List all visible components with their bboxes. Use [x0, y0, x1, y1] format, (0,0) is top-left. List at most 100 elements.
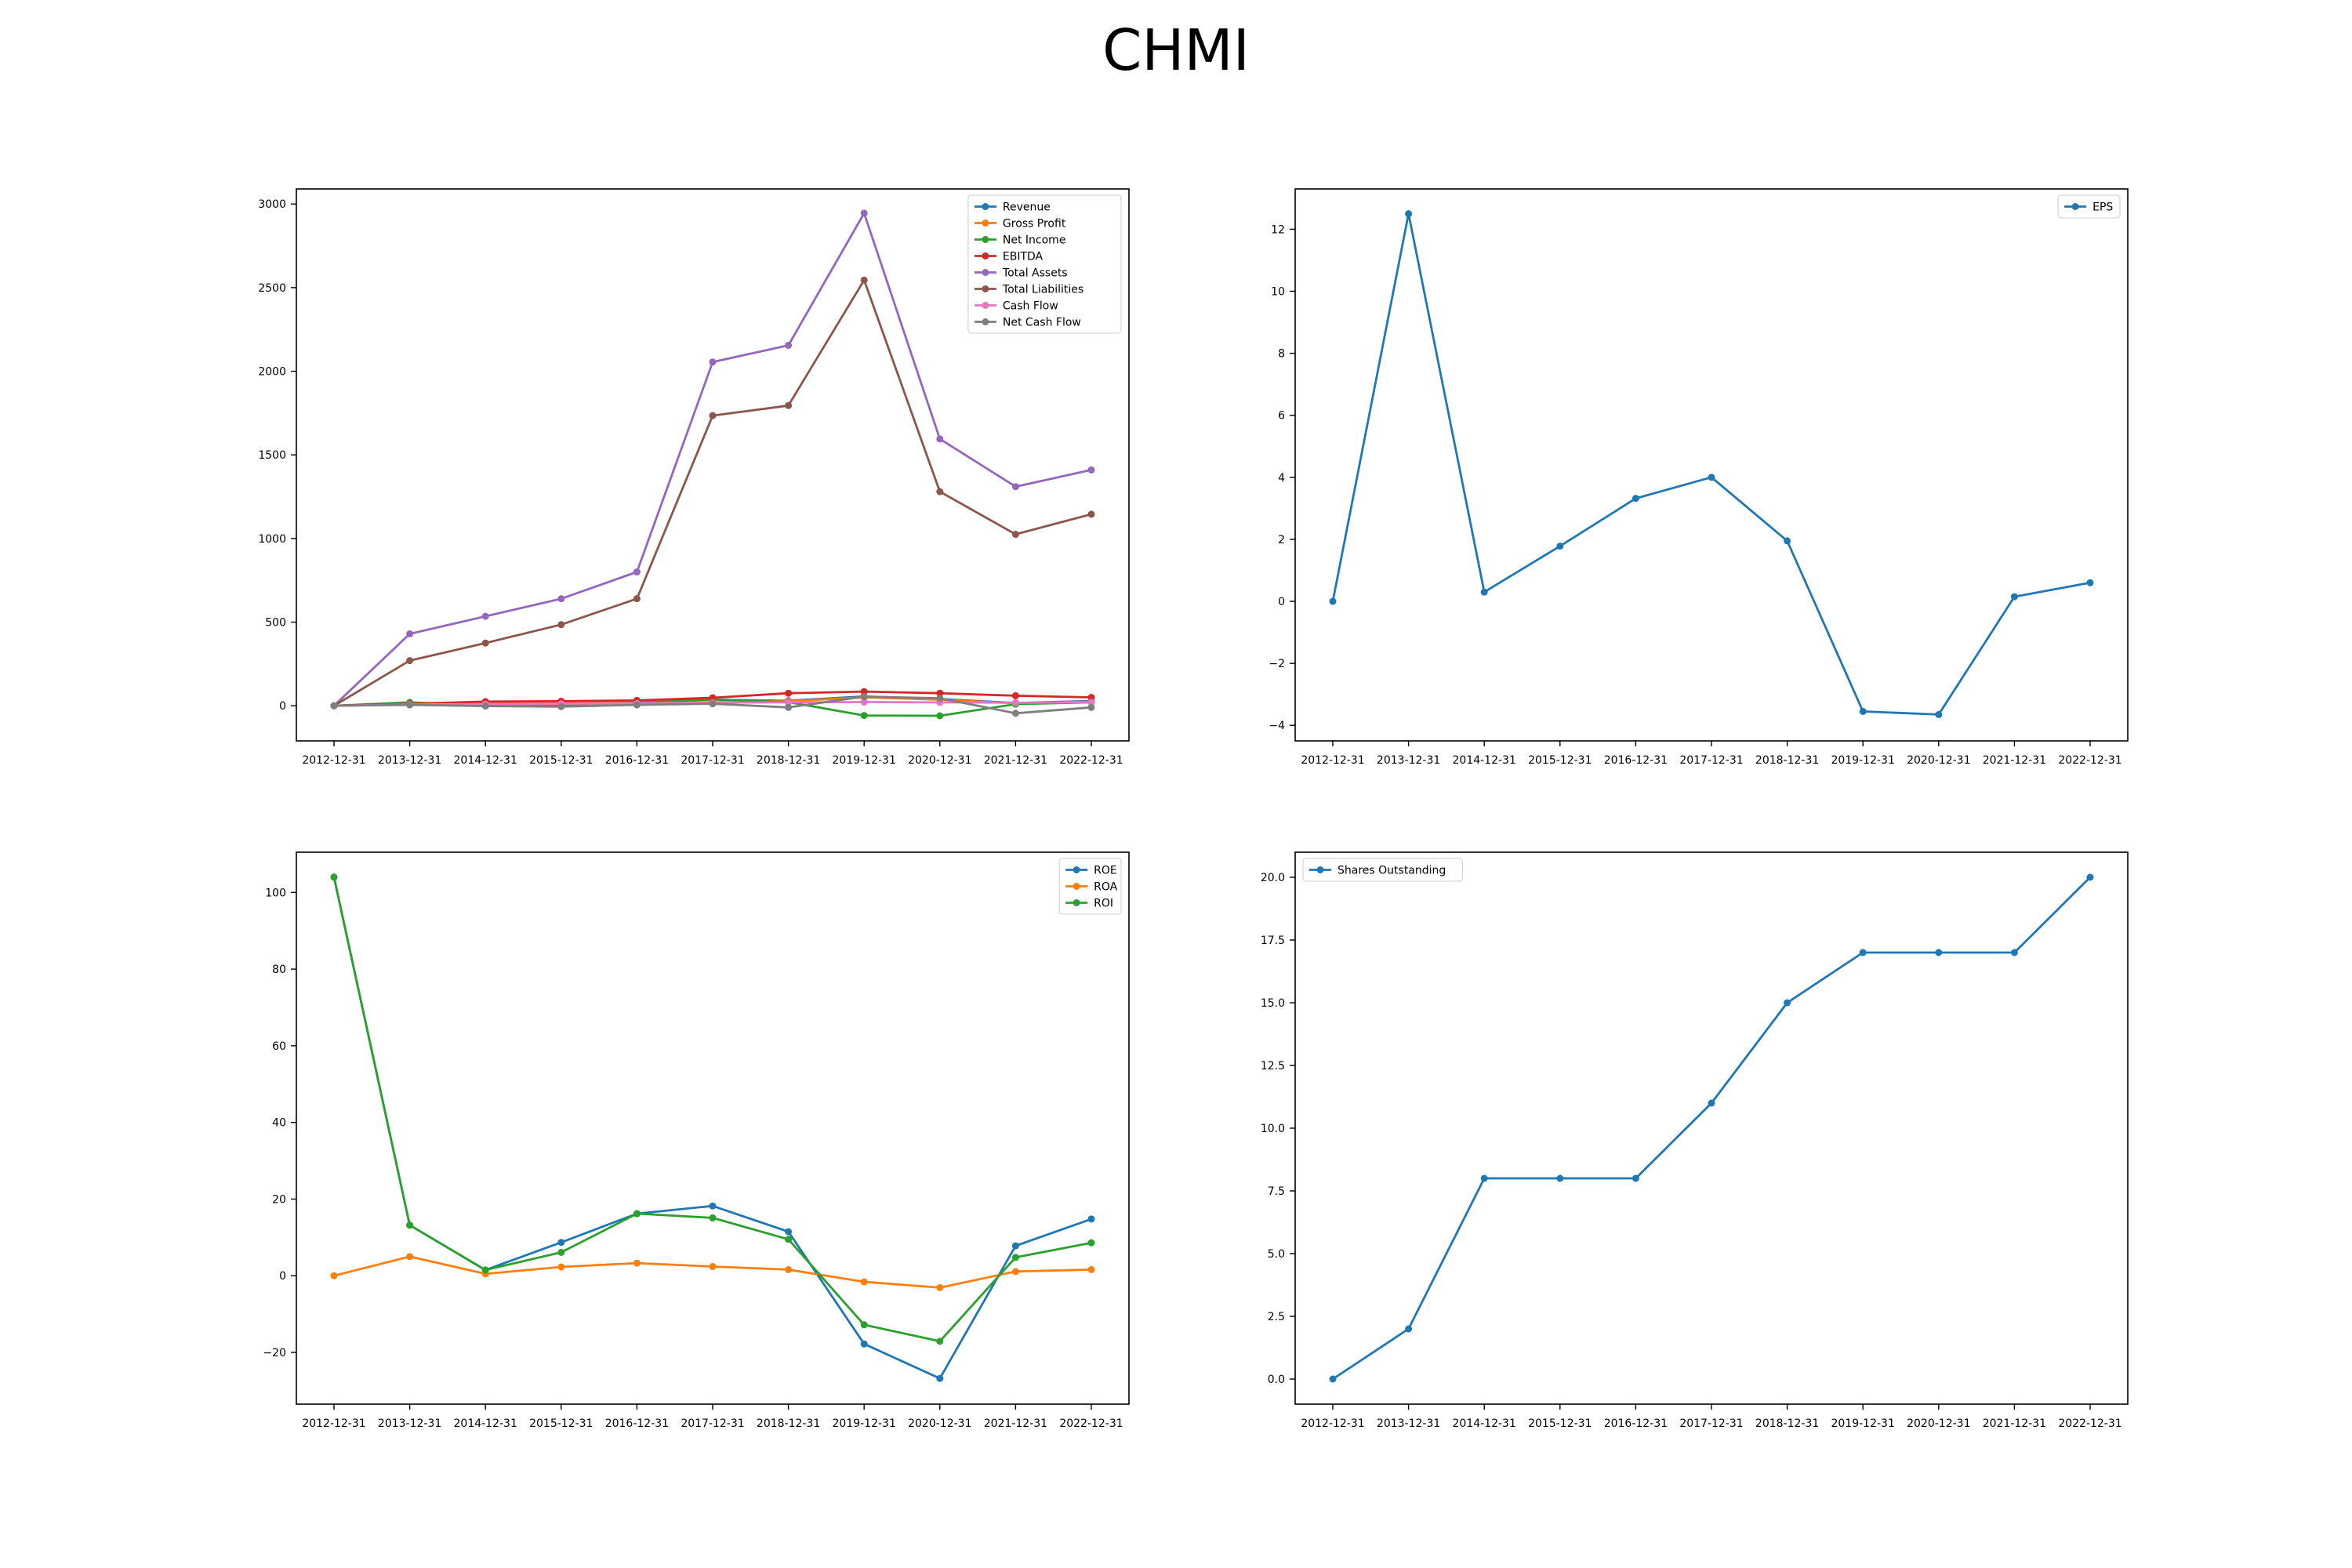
data-point-total-assets: [633, 568, 641, 576]
x-tick-label: 2022-12-31: [1059, 1417, 1123, 1430]
data-point-roa: [406, 1253, 414, 1261]
x-tick-label: 2017-12-31: [681, 754, 744, 767]
data-point-net-cash-flow: [330, 702, 338, 710]
y-tick-label: 10: [1271, 286, 1285, 299]
y-tick-label: 60: [272, 1040, 286, 1053]
data-point-total-liabilities: [406, 657, 414, 665]
y-tick-label: −2: [1269, 658, 1285, 670]
x-tick-label: 2012-12-31: [302, 1417, 365, 1430]
y-tick-label: 0: [1278, 596, 1285, 608]
data-point-total-assets: [406, 630, 414, 637]
x-tick-label: 2020-12-31: [908, 1417, 971, 1430]
data-point-shares-outstanding: [1784, 999, 1791, 1007]
x-tick-label: 2012-12-31: [1301, 1417, 1364, 1430]
data-point-roe: [785, 1228, 793, 1236]
x-tick-label: 2014-12-31: [1453, 754, 1516, 767]
y-tick-label: 1000: [258, 533, 286, 546]
legend: EPS: [2057, 194, 2121, 219]
data-point-roi: [1011, 1254, 1019, 1261]
data-point-roa: [1011, 1268, 1019, 1276]
data-point-total-liabilities: [557, 621, 565, 629]
data-point-roe: [1087, 1215, 1095, 1223]
chart-returns: 2012-12-31 2013-12-31 2014-12-31 2015-12-31…: [263, 851, 1130, 1430]
data-point-shares-outstanding: [1556, 1174, 1564, 1182]
data-point-roa: [936, 1283, 944, 1291]
data-point-total-liabilities: [709, 412, 717, 419]
x-tick-label: 2020-12-31: [1907, 1417, 1970, 1430]
data-point-shares-outstanding: [1405, 1325, 1413, 1333]
data-point-roe: [557, 1239, 565, 1247]
legend-swatch-marker: [982, 302, 989, 309]
y-tick-label: 80: [272, 964, 286, 976]
y-tick-label: 2.5: [1268, 1311, 1285, 1323]
chart-eps: 2012-12-31 2013-12-31 2014-12-31 2015-12-31…: [1269, 188, 2129, 767]
legend: Revenue Gross Profit Net Income EBITDA Total…: [967, 194, 1122, 334]
x-tick-label: 2022-12-31: [1059, 754, 1123, 767]
data-point-total-assets: [936, 435, 944, 443]
data-point-shares-outstanding: [1480, 1174, 1488, 1182]
x-tick-label: 2021-12-31: [984, 1417, 1047, 1430]
legend-label-total-liabilities: Total Liabilities: [1002, 284, 1083, 296]
data-point-shares-outstanding: [1859, 949, 1867, 956]
x-tick-label: 2015-12-31: [1528, 1417, 1592, 1430]
data-point-net-cash-flow: [709, 700, 717, 708]
data-point-total-assets: [481, 612, 489, 620]
x-tick-label: 2016-12-31: [605, 754, 669, 767]
legend-swatch-marker: [982, 269, 989, 276]
legend-swatch-marker: [982, 220, 989, 227]
legend-label-roi: ROI: [1094, 898, 1113, 910]
data-point-eps: [1556, 543, 1564, 550]
legend-swatch-marker: [1073, 866, 1080, 873]
x-tick-label: 2019-12-31: [1831, 754, 1895, 767]
y-tick-label: 0.0: [1268, 1374, 1285, 1386]
data-point-roe: [1011, 1242, 1019, 1250]
legend-label-net-cash-flow: Net Cash Flow: [1003, 317, 1081, 329]
data-point-eps: [1784, 537, 1791, 545]
data-point-roi: [709, 1214, 717, 1221]
y-tick-label: 6: [1278, 410, 1285, 423]
x-tick-label: 2017-12-31: [1679, 1417, 1743, 1430]
data-point-cash-flow: [1087, 699, 1095, 706]
y-tick-label: 20.0: [1261, 872, 1285, 884]
series-total-assets: [330, 209, 1095, 710]
data-point-ebitda: [936, 689, 944, 697]
data-point-net-cash-flow: [406, 701, 414, 709]
data-point-eps: [1708, 474, 1715, 481]
x-tick-label: 2012-12-31: [302, 754, 365, 767]
data-point-roi: [481, 1266, 489, 1274]
x-tick-label: 2018-12-31: [1755, 1417, 1819, 1430]
data-point-ebitda: [785, 689, 793, 697]
y-tick-label: 0: [279, 700, 286, 713]
data-point-total-assets: [1087, 466, 1095, 474]
data-point-shares-outstanding: [1329, 1375, 1337, 1383]
data-point-net-cash-flow: [936, 695, 944, 702]
y-tick-label: 20: [272, 1193, 286, 1206]
x-tick-label: 2013-12-31: [1377, 754, 1440, 767]
data-point-eps: [2010, 593, 2018, 601]
legend-box: [2057, 194, 2121, 219]
data-point-roa: [633, 1259, 641, 1267]
data-point-net-cash-flow: [481, 702, 489, 710]
y-tick-label: 500: [265, 617, 286, 630]
legend-swatch-marker: [982, 285, 989, 292]
series-line-eps: [1331, 212, 2091, 716]
data-point-roa: [709, 1262, 717, 1270]
data-point-net-cash-flow: [785, 703, 793, 711]
data-point-roi: [557, 1248, 565, 1256]
data-point-net-cash-flow: [557, 702, 565, 710]
data-point-eps: [1632, 495, 1639, 503]
data-point-shares-outstanding: [2086, 873, 2094, 881]
data-point-roi: [406, 1221, 414, 1229]
y-tick-label: 8: [1278, 348, 1285, 361]
x-tick-label: 2012-12-31: [1301, 754, 1364, 767]
x-tick-label: 2014-12-31: [1453, 1417, 1516, 1430]
x-tick-label: 2016-12-31: [1604, 1417, 1668, 1430]
data-point-roa: [860, 1278, 868, 1286]
legend-swatch-marker: [982, 203, 989, 210]
data-point-roi: [1087, 1239, 1095, 1247]
series-roa: [330, 1253, 1095, 1291]
data-point-net-income: [936, 712, 944, 720]
series-roi: [330, 873, 1095, 1345]
y-tick-label: 10.0: [1261, 1123, 1285, 1135]
